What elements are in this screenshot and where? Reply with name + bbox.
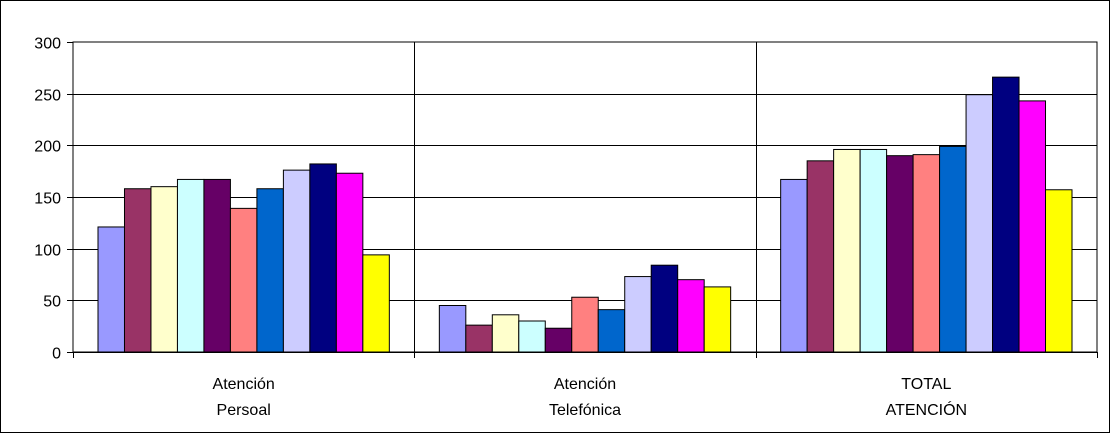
bar-series5-cat1 — [203, 178, 231, 353]
bar-series3-cat1 — [150, 186, 178, 353]
x-category-label-2-line2: Telefónica — [549, 402, 621, 419]
bar-series2-cat1 — [123, 188, 152, 353]
x-category-label-1-line2: Persoal — [217, 402, 271, 419]
y-tick-label-250: 250 — [34, 88, 61, 105]
bar-series7-cat3 — [939, 145, 967, 353]
bar-series2-cat3 — [806, 160, 835, 353]
x-category-label-3-line2: ATENCIÓN — [886, 400, 967, 419]
bar-series4-cat3 — [859, 148, 888, 353]
x-category-label-1-line1: Atención — [213, 376, 275, 393]
bar-series8-cat1 — [282, 169, 311, 353]
bar-series11-cat2 — [703, 286, 732, 353]
bar-series7-cat1 — [256, 188, 284, 353]
bar-series5-cat3 — [886, 155, 914, 353]
bar-series1-cat3 — [780, 178, 808, 353]
bar-series6-cat2 — [571, 296, 599, 353]
labels-layer: 0 50 100 150 200 250 300 Atención Persoal Atenció… — [34, 36, 967, 420]
bar-series5-cat2 — [544, 327, 573, 353]
x-category-label-3-line1: TOTAL — [901, 376, 951, 393]
bar-series4-cat1 — [176, 178, 205, 353]
bar-series1-cat1 — [97, 226, 125, 353]
bar-series11-cat1 — [362, 254, 390, 353]
bar-series3-cat2 — [491, 314, 520, 353]
bar-series8-cat3 — [965, 94, 994, 353]
bar-series3-cat3 — [833, 148, 861, 353]
bar-series10-cat1 — [335, 172, 364, 353]
bar-series4-cat2 — [518, 320, 546, 353]
bar-series7-cat2 — [597, 309, 626, 353]
bar-series8-cat2 — [624, 276, 652, 353]
bar-series9-cat3 — [992, 76, 1020, 353]
bar-series1-cat2 — [438, 305, 467, 353]
y-tick-label-50: 50 — [43, 294, 61, 311]
bar-series6-cat3 — [912, 154, 941, 353]
y-tick-label-150: 150 — [34, 191, 61, 208]
bar-series2-cat2 — [465, 324, 493, 353]
y-tick-label-0: 0 — [52, 346, 61, 363]
x-category-label-2-line1: Atención — [554, 376, 616, 393]
bar-series6-cat1 — [229, 207, 258, 353]
y-tick-label-300: 300 — [34, 36, 61, 53]
y-tick-label-200: 200 — [34, 139, 61, 156]
bar-series9-cat1 — [309, 163, 337, 353]
bar-series9-cat2 — [650, 264, 679, 353]
y-tick-label-100: 100 — [34, 243, 61, 260]
bar-series10-cat2 — [677, 279, 705, 353]
bars-layer — [97, 76, 1073, 353]
bar-series10-cat3 — [1018, 100, 1047, 353]
axis-layer — [67, 42, 1098, 358]
bar-series11-cat3 — [1045, 189, 1073, 353]
